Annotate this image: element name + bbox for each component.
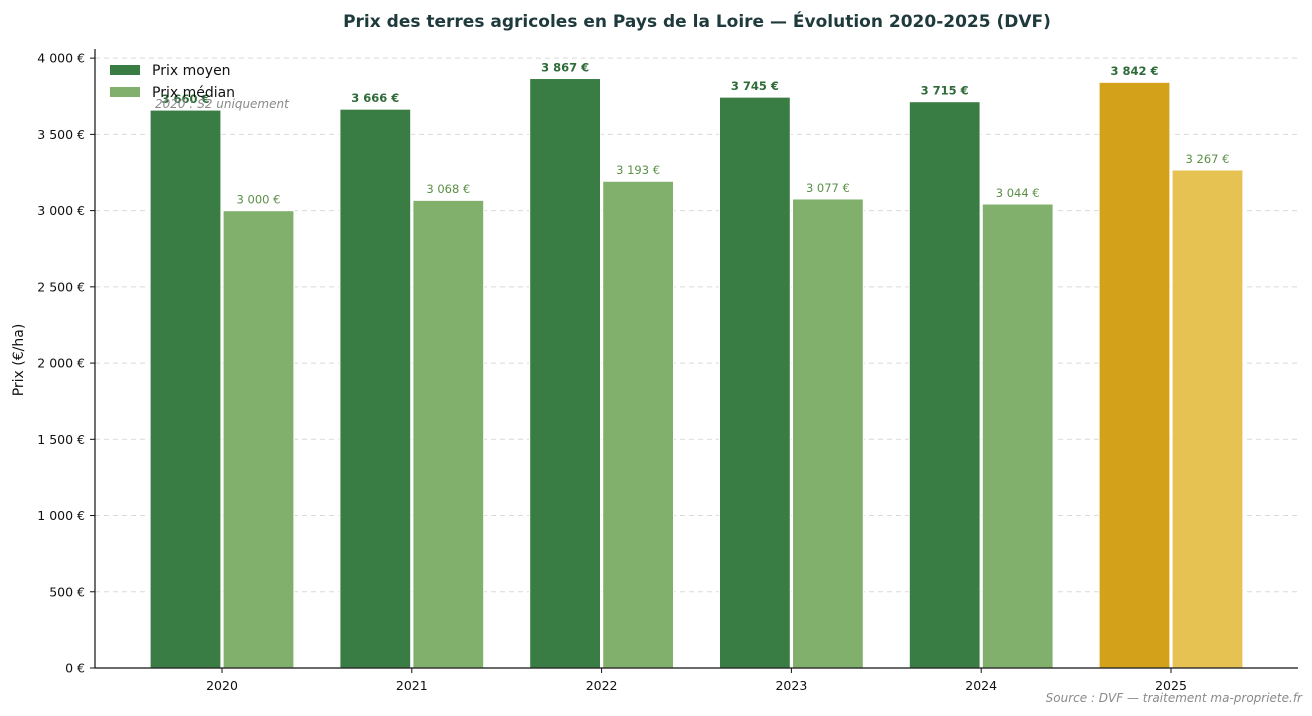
x-tick-label: 2025 [1155, 678, 1187, 693]
bar-median-2020 [222, 210, 295, 669]
data-label-median-2024: 3 044 € [996, 186, 1040, 200]
y-tick-label: 1 500 € [37, 432, 85, 447]
y-tick-label: 500 € [49, 584, 85, 599]
legend-label-mean: Prix moyen [152, 63, 231, 79]
data-label-mean-2024: 3 715 € [921, 84, 969, 98]
data-label-median-2021: 3 068 € [426, 182, 470, 196]
data-labels: 3 660 € 3 000 € 3 666 € 3 068 € 3 867 € 3 193… [161, 60, 1229, 206]
legend-swatch-mean [110, 65, 140, 75]
legend-swatch-median [110, 87, 140, 97]
bar-median-2022 [601, 180, 675, 669]
data-label-median-2025: 3 267 € [1186, 152, 1230, 166]
bar-mean-2022 [528, 77, 602, 669]
y-tick-label: 0 € [65, 661, 85, 676]
y-tick-label: 3 000 € [37, 203, 85, 218]
x-tick-label: 2020 [206, 678, 238, 693]
y-tick-label: 3 500 € [37, 127, 85, 142]
y-tick-label: 2 000 € [37, 356, 85, 371]
data-label-mean-2022: 3 867 € [541, 60, 589, 74]
bar-median-2021 [412, 199, 485, 669]
x-tick-label: 2022 [586, 678, 618, 693]
source-note: Source : DVF — traitement ma-propriete.f… [1046, 691, 1303, 705]
x-tick-label: 2023 [775, 678, 807, 693]
bar-mean-2023 [718, 96, 792, 669]
annotation-2020: 2020 : S2 uniquement [155, 97, 290, 111]
bar-median-2024 [981, 203, 1054, 669]
bar-mean-2024 [908, 100, 981, 669]
data-label-median-2022: 3 193 € [616, 163, 660, 177]
bar-mean-2025 [1098, 81, 1171, 669]
y-tick-label: 4 000 € [37, 51, 85, 66]
y-axis-label: Prix (€/ha) [11, 324, 27, 397]
x-tick-label: 2021 [396, 678, 428, 693]
data-label-median-2020: 3 000 € [237, 193, 281, 207]
bar-mean-2021 [339, 108, 412, 669]
axes: 0 € 500 € 1 000 € 1 500 € 2 000 € 2 500 € 3 00… [37, 49, 1298, 693]
bars [149, 77, 1244, 669]
data-label-median-2023: 3 077 € [806, 181, 850, 195]
bar-median-2023 [791, 198, 865, 669]
x-tick-label: 2024 [965, 678, 997, 693]
y-tick-label: 2 500 € [37, 279, 85, 294]
data-label-mean-2025: 3 842 € [1110, 64, 1158, 78]
chart-title: Prix des terres agricoles en Pays de la … [343, 10, 1051, 32]
bar-median-2025 [1171, 169, 1244, 669]
data-label-mean-2020: 3 660 € [161, 92, 209, 106]
legend-label-median: Prix médian [152, 85, 235, 101]
data-label-mean-2021: 3 666 € [351, 91, 399, 105]
bar-mean-2020 [149, 109, 222, 669]
y-tick-label: 1 000 € [37, 508, 85, 523]
grid [95, 57, 1298, 593]
data-label-mean-2023: 3 745 € [731, 79, 779, 93]
legend: Prix moyen Prix médian [110, 63, 235, 101]
